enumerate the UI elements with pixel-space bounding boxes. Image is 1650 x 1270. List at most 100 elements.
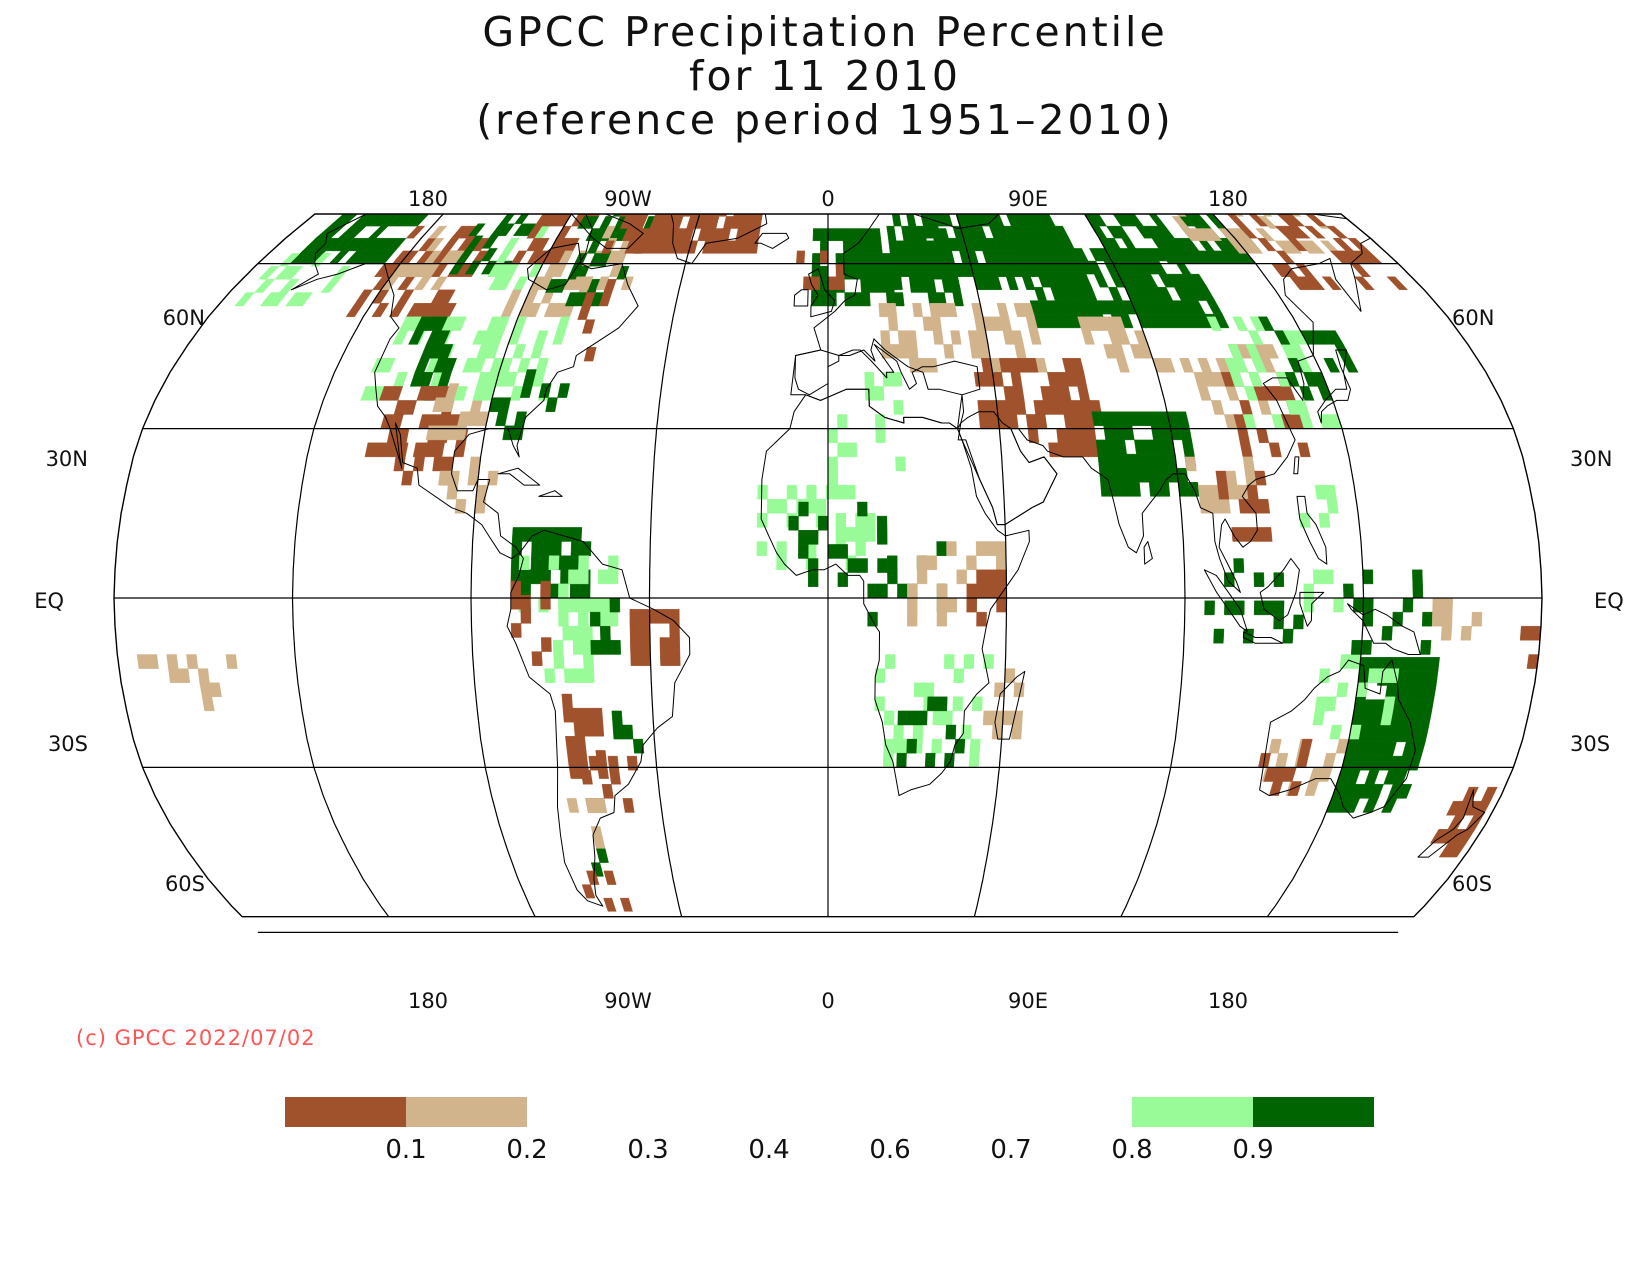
- lon-label-top-180w: 180: [408, 187, 448, 211]
- percentile-cell: [1367, 668, 1380, 683]
- lat-label-right-30s: 30S: [1570, 732, 1610, 756]
- percentile-cell: [521, 527, 533, 542]
- percentile-cell: [847, 558, 858, 573]
- coastline-new-guinea: [1347, 603, 1421, 655]
- percentile-cell: [510, 623, 522, 638]
- percentile-cell: [875, 428, 886, 443]
- percentile-cell: [757, 484, 768, 500]
- percentile-cell: [1416, 671, 1429, 686]
- coastline-baffin-island: [571, 214, 644, 249]
- percentile-cell: [1303, 225, 1326, 239]
- percentile-cell: [581, 292, 596, 307]
- percentile-cell: [1362, 569, 1374, 585]
- percentile-cell: [776, 555, 787, 570]
- percentile-cell: [859, 266, 869, 280]
- percentile-cell: [1204, 600, 1215, 616]
- percentile-cell: [1303, 597, 1315, 613]
- percentile-cell: [534, 238, 550, 252]
- percentile-cell: [976, 611, 987, 627]
- percentile-cell: [358, 214, 380, 227]
- percentile-cell: [861, 292, 871, 307]
- percentile-cell: [556, 214, 572, 227]
- percentile-cell: [993, 682, 1005, 697]
- coastline-arabia: [957, 411, 1058, 526]
- percentile-cell: [1256, 238, 1277, 252]
- percentile-cell: [945, 724, 957, 740]
- percentile-cell: [577, 597, 589, 613]
- percentile-cell: [1326, 330, 1344, 345]
- percentile-cell: [1273, 330, 1291, 345]
- percentile-cell: [1227, 344, 1243, 359]
- legend-box-1: [406, 1097, 527, 1127]
- percentile-cell: [480, 248, 498, 262]
- percentile-cell: [873, 386, 885, 401]
- lon-label-bottom-90w: 90W: [604, 989, 652, 1013]
- percentile-cell: [886, 225, 897, 239]
- percentile-cell: [1010, 372, 1023, 387]
- percentile-cell: [808, 530, 819, 545]
- percentile-cell: [293, 292, 313, 307]
- percentile-cell: [1065, 428, 1078, 443]
- percentile-cell: [747, 214, 758, 217]
- percentile-cell: [146, 654, 159, 669]
- percentile-cell: [607, 611, 619, 627]
- percentile-cell: [845, 527, 856, 542]
- percentile-cell: [622, 798, 635, 813]
- percentile-cell: [1402, 597, 1414, 613]
- percentile-cell: [954, 738, 966, 754]
- percentile-cell: [835, 513, 846, 528]
- percentile-cell: [371, 303, 390, 317]
- percentile-cell: [1190, 273, 1208, 288]
- percentile-cell: [1084, 428, 1097, 443]
- percentile-cell: [371, 289, 390, 304]
- percentile-cell: [447, 470, 460, 486]
- percentile-cell: [1126, 453, 1139, 469]
- percentile-cell: [896, 753, 907, 768]
- left-latitude-labels: 60N 30N EQ 30S 60S: [34, 306, 205, 896]
- percentile-cell: [1440, 626, 1453, 641]
- percentile-cell: [166, 654, 179, 669]
- percentile-cell: [851, 253, 861, 267]
- lon-label-top-180e: 180: [1208, 187, 1248, 211]
- percentile-cell: [603, 870, 617, 885]
- percentile-cell: [412, 456, 425, 472]
- percentile-cell: [541, 541, 552, 556]
- lat-label-left-60n: 60N: [163, 306, 205, 330]
- percentile-cell: [578, 555, 589, 570]
- percentile-cell: [573, 722, 585, 737]
- longitude-gridline: [1212, 213, 1365, 918]
- percentile-cell: [597, 597, 609, 613]
- graticule: [114, 213, 1542, 933]
- percentile-cell: [968, 753, 980, 768]
- percentile-cell: [897, 710, 909, 726]
- percentile-cell: [1412, 583, 1424, 599]
- percentile-cell: [438, 344, 454, 359]
- percentile-cell: [495, 316, 510, 331]
- percentile-cell: [573, 668, 585, 683]
- percentile-cell: [379, 358, 396, 373]
- percentile-cell: [1118, 468, 1130, 483]
- percentile-cell: [808, 558, 819, 573]
- percentile-cell: [1215, 470, 1228, 486]
- percentile-cell: [893, 724, 904, 740]
- percentile-cell: [588, 755, 601, 771]
- percentile-cell: [926, 358, 938, 373]
- percentile-cell: [1322, 569, 1334, 585]
- percentile-cell: [1206, 316, 1222, 331]
- percentile-cell: [887, 555, 898, 570]
- percentile-cell: [512, 344, 527, 359]
- percentile-cell: [278, 279, 300, 293]
- percentile-cell: [640, 651, 651, 666]
- percentile-cell: [1209, 499, 1221, 514]
- percentile-cell: [876, 279, 887, 293]
- percentile-cell: [558, 583, 569, 599]
- percentile-cell: [576, 750, 589, 765]
- percentile-cell: [966, 555, 977, 570]
- percentile-cell: [498, 397, 512, 412]
- percentile-cell: [1076, 442, 1089, 458]
- percentile-cell: [733, 214, 744, 217]
- percentile-cell: [1431, 611, 1443, 627]
- percentile-cell: [531, 541, 542, 556]
- percentile-cell: [1427, 657, 1440, 672]
- percentile-cell: [136, 654, 149, 669]
